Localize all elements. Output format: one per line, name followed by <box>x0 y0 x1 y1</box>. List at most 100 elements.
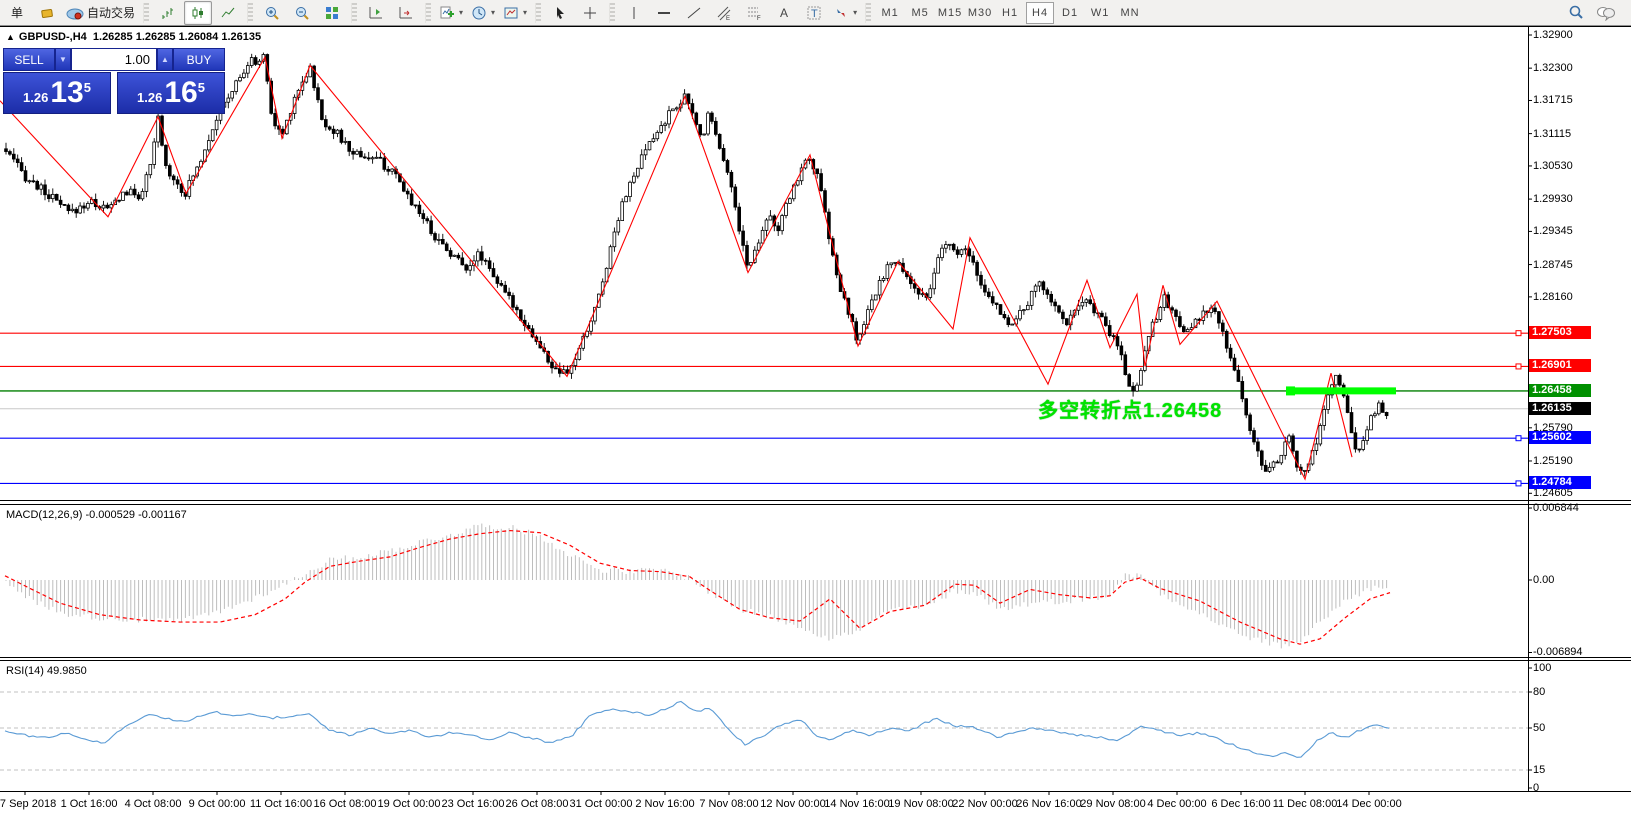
price-tick-label: 1.29345 <box>1533 225 1573 238</box>
sell-price-main: 13 <box>50 76 84 109</box>
bar-chart-button[interactable] <box>154 1 182 25</box>
price-tick-label: 1.29930 <box>1533 193 1573 206</box>
fibo-icon: F <box>746 5 762 21</box>
equidistant-channel-button[interactable]: E <box>710 1 738 25</box>
cursor-button[interactable] <box>546 1 574 25</box>
timeframe-button-w1[interactable]: W1 <box>1090 6 1110 19</box>
search-button[interactable] <box>1562 1 1590 25</box>
new-order-button-label: 单 <box>10 6 23 20</box>
autotrading-button[interactable]: 自动交易 <box>63 1 138 25</box>
arrows-button[interactable]: ▾ <box>830 1 860 25</box>
time-tick-label: 7 Nov 08:00 <box>699 798 759 810</box>
timeframe-button-h1[interactable]: H1 <box>1002 6 1019 19</box>
timeframe-button-m30[interactable]: M30 <box>967 6 993 19</box>
price-tick-label: 1.24605 <box>1533 487 1573 500</box>
chart-shift-button[interactable] <box>362 1 390 25</box>
timeframe-button-m1[interactable]: M1 <box>881 6 899 19</box>
price-chart-canvas[interactable] <box>0 26 1631 816</box>
line-chart-button[interactable] <box>214 1 242 25</box>
volume-input[interactable]: 1.00 <box>71 48 157 71</box>
time-tick-label: 31 Oct 00:00 <box>569 798 633 810</box>
trendline-handle[interactable] <box>1286 386 1295 396</box>
price-line-badge: 1.26458 <box>1529 383 1591 397</box>
gold-icon[interactable] <box>33 1 61 25</box>
vertical-line-button[interactable] <box>620 1 648 25</box>
templates-button[interactable]: ▾ <box>500 1 530 25</box>
price-line-badge: 1.26135 <box>1529 401 1591 415</box>
time-tick-label: 14 Nov 16:00 <box>824 798 890 810</box>
trend-icon <box>686 5 702 21</box>
tile-windows-button[interactable] <box>318 1 346 25</box>
search-icon <box>1567 4 1585 22</box>
price-tick-label: 1.32300 <box>1533 62 1573 75</box>
timeframe-button-mn[interactable]: MN <box>1120 6 1140 19</box>
timeframe-button-h4[interactable]: H4 <box>1026 1 1055 24</box>
sell-price-button[interactable]: 1.26 13 5 <box>3 72 111 114</box>
chevron-down-icon: ▾ <box>459 8 464 17</box>
bars-icon <box>160 5 176 21</box>
chat-icon <box>1596 5 1616 21</box>
price-tick-label: 1.25790 <box>1533 421 1573 434</box>
time-tick-label: 29 Nov 08:00 <box>1080 798 1146 810</box>
rsi-axis-label: 15 <box>1533 764 1546 776</box>
timeframe-button-m5[interactable]: M5 <box>911 6 929 19</box>
time-tick-label: 11 Dec 08:00 <box>1272 798 1338 810</box>
zoom-in-button[interactable] <box>258 1 286 25</box>
time-tick-label: 12 Nov 00:00 <box>760 798 826 810</box>
time-tick-label: 14 Dec 00:00 <box>1336 798 1402 810</box>
timeframe-button-d1[interactable]: D1 <box>1062 6 1079 19</box>
rsi-pane[interactable] <box>0 691 1528 771</box>
svg-text:E: E <box>726 16 730 21</box>
zigzag-line[interactable] <box>0 55 1353 481</box>
chat-button[interactable] <box>1592 1 1620 25</box>
chevron-down-icon: ▾ <box>491 8 496 17</box>
buy-price-button[interactable]: 1.26 16 5 <box>117 72 225 114</box>
crosshair-icon <box>582 5 598 21</box>
fibonacci-button[interactable]: F <box>740 1 768 25</box>
crosshair-button[interactable] <box>576 1 604 25</box>
toolbar-separator <box>143 2 150 23</box>
price-tick-label: 1.31115 <box>1533 127 1572 140</box>
main-pane[interactable] <box>0 52 1528 487</box>
toolbar-group-3 <box>359 0 423 25</box>
time-tick-label: 11 Oct 16:00 <box>249 798 313 810</box>
chart-symbol-period: GBPUSD-,H4 <box>18 31 87 43</box>
auto-scroll-button[interactable] <box>392 1 420 25</box>
rsi-axis-label: 0 <box>1533 782 1540 794</box>
text-button[interactable]: A <box>770 1 798 25</box>
trendline-button[interactable] <box>680 1 708 25</box>
time-tick-label: 16 Oct 08:00 <box>313 798 377 810</box>
rsi-axis-label: 80 <box>1533 686 1546 698</box>
zoom-out-button[interactable] <box>288 1 316 25</box>
candle-chart-button[interactable] <box>184 0 213 25</box>
textT-icon: T <box>806 5 822 21</box>
sell-button[interactable]: SELL <box>3 48 55 71</box>
price-tick-label: 1.28745 <box>1533 258 1573 271</box>
volume-down-stepper[interactable]: ▼ <box>55 48 71 71</box>
buy-button[interactable]: BUY <box>173 48 225 71</box>
autotrading-button-label: 自动交易 <box>87 6 136 20</box>
periods-button[interactable]: ▾ <box>468 1 498 25</box>
chevron-down-icon: ▾ <box>523 8 528 17</box>
macd-pane[interactable] <box>4 523 1391 649</box>
hline-icon <box>656 5 672 21</box>
svg-text:T: T <box>811 8 818 20</box>
text-label-button[interactable]: T <box>800 1 828 25</box>
horizontal-line-button[interactable] <box>650 1 678 25</box>
channel-icon: E <box>716 5 732 21</box>
indicators-button[interactable]: ▾ <box>436 1 466 25</box>
clock-icon <box>471 5 487 21</box>
new-order-button[interactable]: 单 <box>3 1 31 25</box>
toolbar-separator <box>609 2 616 23</box>
toolbar-group-1 <box>151 0 245 25</box>
timeframe-button-m15[interactable]: M15 <box>937 6 963 19</box>
volume-up-stepper[interactable]: ▲ <box>157 48 173 71</box>
rsi-axis-label: 100 <box>1533 662 1552 674</box>
toolbar-separator <box>351 2 358 23</box>
time-tick-label: 4 Oct 08:00 <box>124 798 182 810</box>
toolbar: 单 自动交易 ▾ ▾ ▾ E F A T ▾ M1 M5 M15 M30 H1 H4 D1 W1 MN <box>0 0 1631 26</box>
sell-price-prefix: 1.26 <box>23 90 49 105</box>
one-click-trading-panel: SELL ▼ 1.00 ▲ BUY 1.26 13 5 1.26 16 5 <box>3 48 225 128</box>
window-collapse-icon[interactable]: ▲ <box>6 32 15 42</box>
toolbar-separator <box>425 2 432 23</box>
